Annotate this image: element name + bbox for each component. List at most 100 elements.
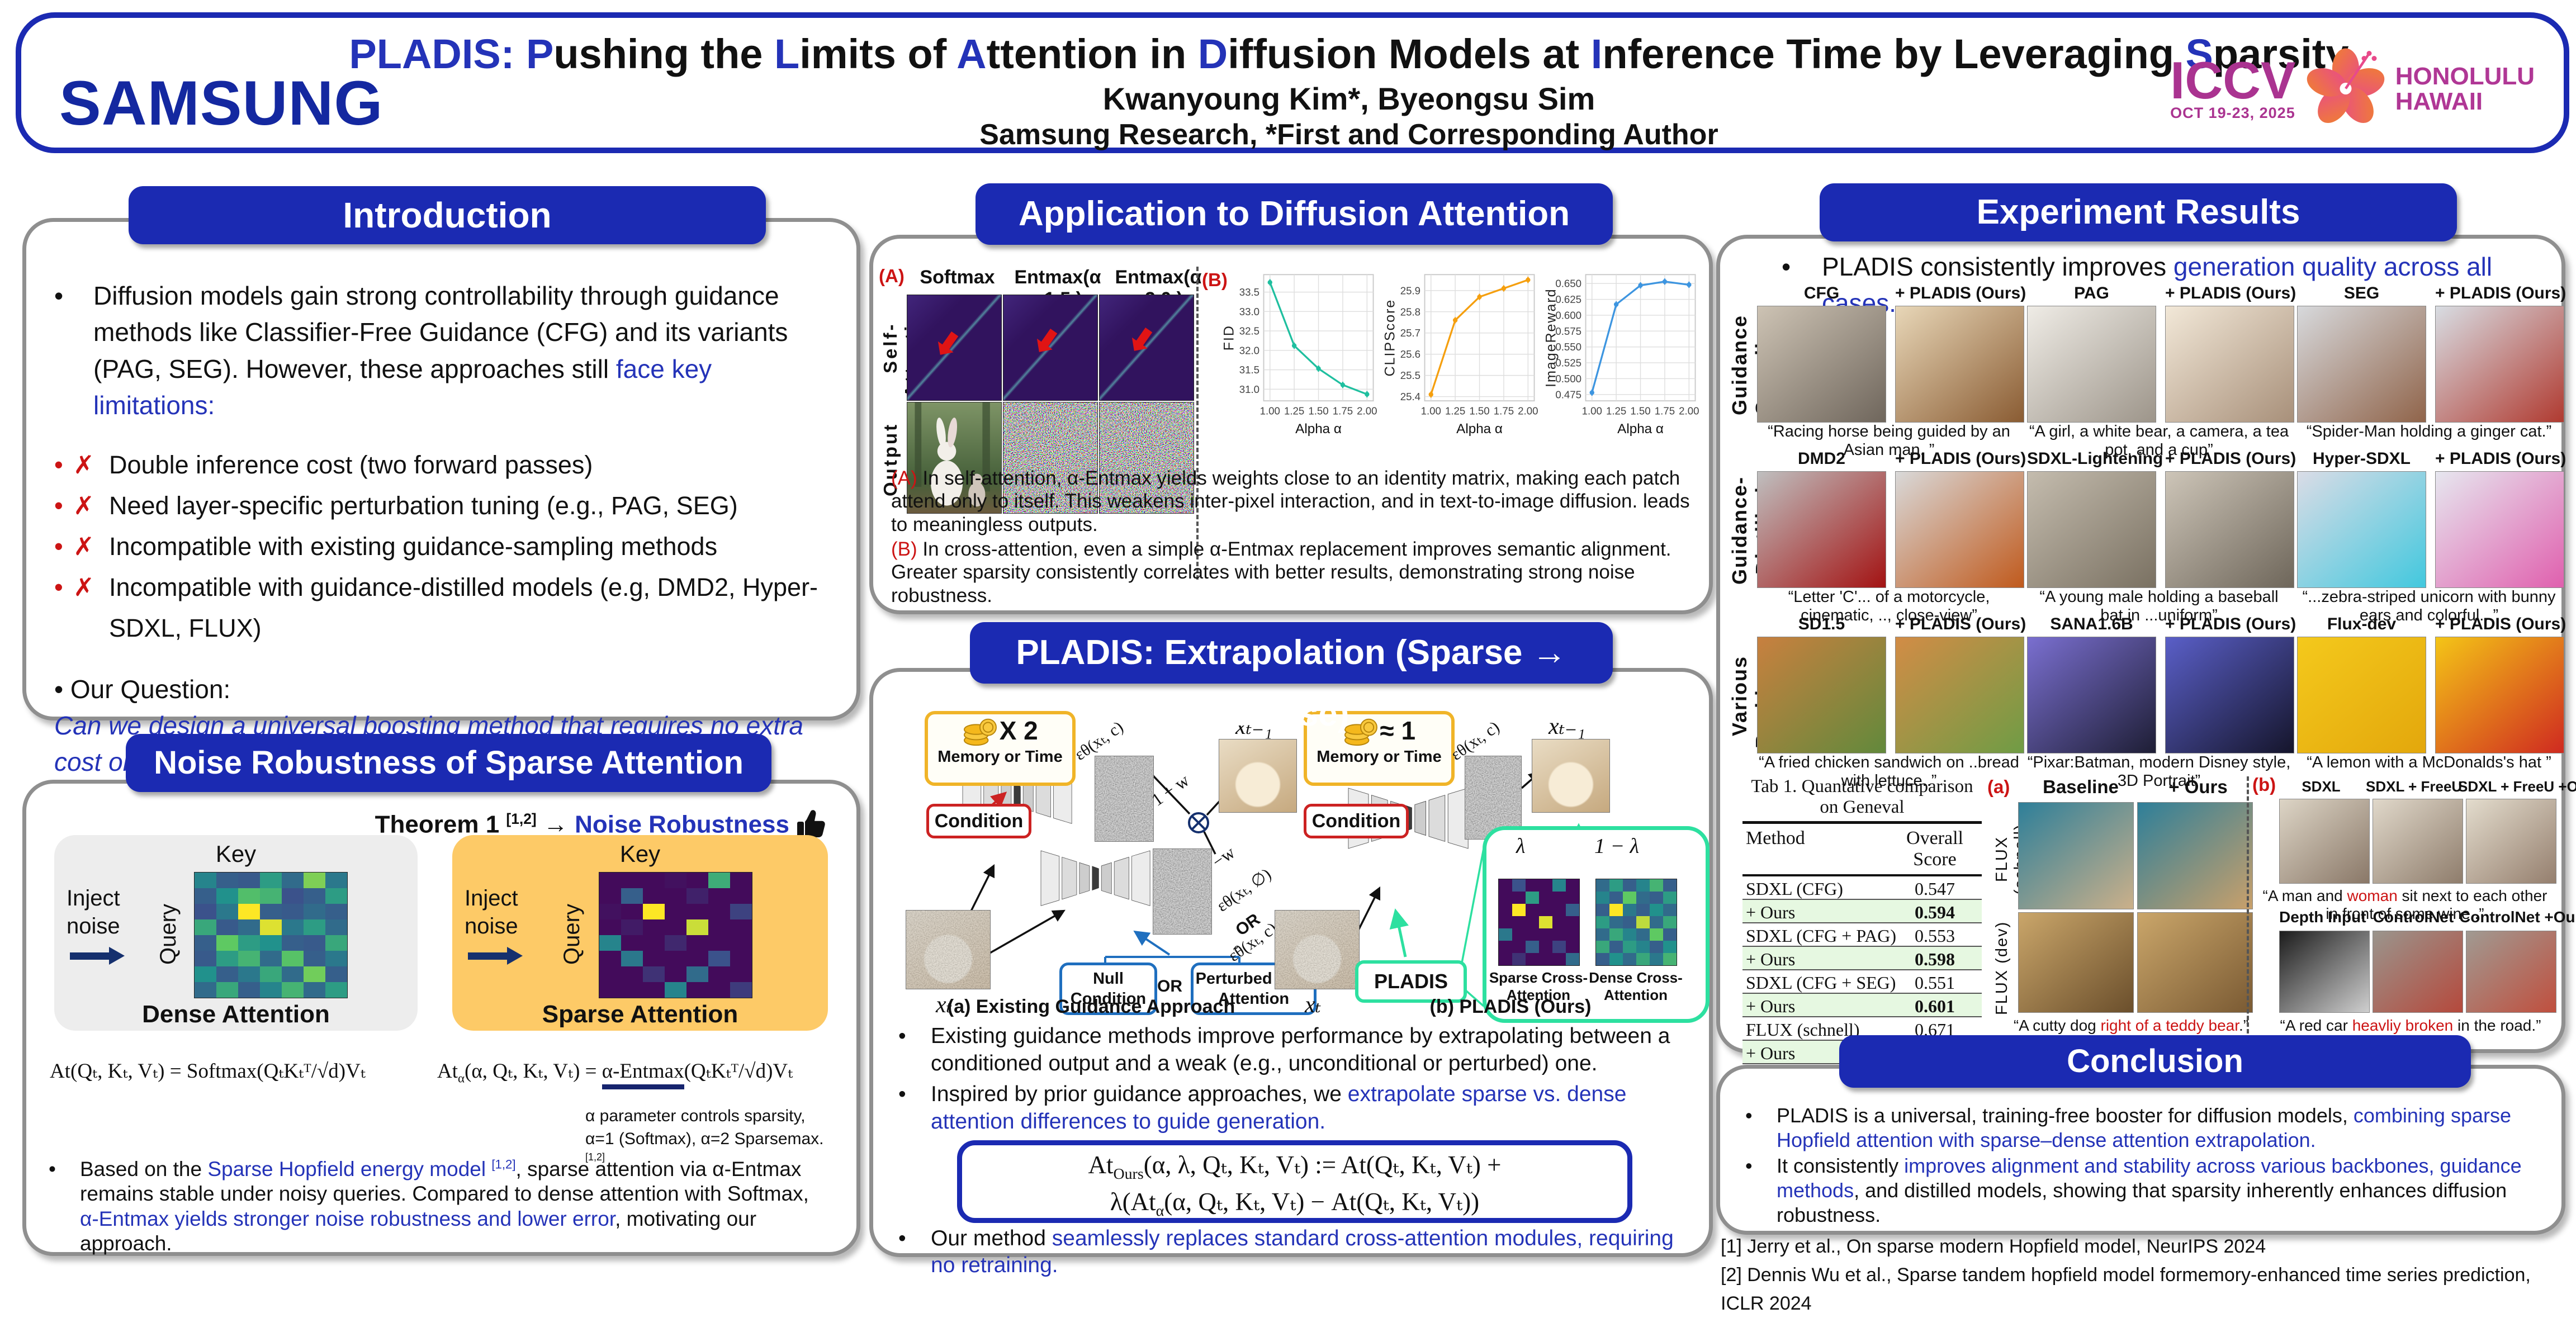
sparse-attention-caption: Sparse Attention — [542, 1001, 738, 1028]
result-image — [2027, 637, 2156, 753]
flux-dev-label: FLUX (dev) — [1993, 921, 2011, 1016]
svg-text:1.00: 1.00 — [1260, 405, 1280, 416]
model-label: PAG — [2074, 284, 2109, 302]
svg-text:1.75: 1.75 — [1655, 405, 1675, 416]
dense-formula: At(Qₜ, Kₜ, Vₜ) = Softmax(QₜKₜᵀ/√d)Vₜ — [50, 1060, 366, 1083]
result-image — [2027, 306, 2156, 423]
svg-text:31.5: 31.5 — [1239, 364, 1259, 376]
table-row: SDXL (CFG) 0.547 — [1742, 876, 1982, 900]
authors: Kwanyoung Kim*, Byeongsu Sim — [1102, 80, 1595, 116]
car-caption: “A red car heavliy broken in the road.” — [2280, 1017, 2541, 1034]
caption-b: (b) PLADIS (Ours) — [1429, 996, 1592, 1017]
group-side-label: Various Backbone — [1728, 643, 1774, 748]
result-image — [2165, 306, 2294, 423]
iccv-name: ICCV — [2170, 51, 2296, 110]
svg-text:0.575: 0.575 — [1555, 325, 1581, 337]
svg-text:2.00: 2.00 — [1357, 405, 1377, 416]
model-label: SD1.5 — [1798, 615, 1845, 633]
key-label: Key — [215, 841, 257, 867]
reference-item: [2] Dennis Wu et al., Sparse tandem hopf… — [1721, 1264, 2531, 1314]
bullet: • — [898, 1082, 906, 1106]
svg-text:32.0: 32.0 — [1239, 344, 1259, 356]
question-label: • Our Question: — [54, 674, 231, 704]
section-tab-pladis: PLADIS: Extrapolation (Sparse → Dense) — [970, 622, 1613, 733]
imagereward-chart: 0.475 0.500 0.525 0.550 0.575 0.600 0.625 0.650… — [1543, 274, 1699, 437]
xt1-label-right: xₜ₋₁ — [1549, 714, 1585, 739]
group-captions: “Letter 'C'... of a motorcycle, cinemati… — [1757, 588, 2567, 625]
prompt-caption: “Pixar:Batman, modern Disney style, 3D P… — [2027, 753, 2291, 790]
bullet: • — [54, 532, 63, 561]
model-label: CFG — [1803, 284, 1840, 302]
dense-cross-attention-heatmap — [1595, 879, 1677, 966]
noise-robustness-panel: Theorem 1 [1,2] → Noise Robustness Key I… — [22, 780, 860, 1256]
noise-overlay — [1275, 911, 1359, 989]
conclusion-bullet-1: • PLADIS is a universal, training-free b… — [1745, 1104, 2511, 1151]
svg-text:25.6: 25.6 — [1400, 348, 1420, 360]
bullet: • — [1782, 252, 1791, 281]
inject-noise-label: Inject noise — [465, 886, 518, 938]
condition-box-left: Condition — [926, 804, 1031, 838]
pladis-diagram: X 2 Memory or Time Condition xₜ₋₁ εθ(xₜ,… — [873, 704, 1710, 1023]
cross-icon: ✗ — [73, 572, 94, 601]
svg-text:0.500: 0.500 — [1555, 373, 1581, 385]
bullet: • — [54, 281, 64, 310]
prompt-caption: “A girl, a white bear, a camera, a tea p… — [2029, 423, 2289, 459]
model-label: + PLADIS (Ours) — [2165, 284, 2296, 302]
group-captions: “A fried chicken sandwich on ..bread wit… — [1757, 753, 2567, 791]
ours-header: + Ours — [2168, 776, 2228, 797]
dense-attention-caption: Dense Attention — [142, 1001, 330, 1028]
xt-label-left: xₜ — [936, 992, 952, 1018]
section-tab-application: Application to Diffusion Attention — [976, 183, 1613, 245]
experiment-column: Flux-dev — [2297, 613, 2426, 753]
svg-text:0.550: 0.550 — [1555, 341, 1581, 353]
flux-schnell-row — [2018, 802, 2253, 909]
result-image — [1757, 471, 1886, 588]
output-image-noise-1 — [1003, 402, 1098, 514]
arrow-annotation-icon — [1126, 324, 1157, 356]
experiment-column: SEG — [2297, 282, 2426, 423]
section-tab-experiment-results: Experiment Results — [1820, 183, 2457, 241]
noise-map-cond — [1095, 756, 1154, 842]
affiliation: Samsung Research, *First and Correspondi… — [979, 118, 1718, 151]
text-a: (A) In self-attention, α-Entmax yields w… — [891, 467, 1690, 535]
experiment-groups: Guidance Sampling CFG + PLADIS (Ours) PA… — [1720, 282, 2566, 790]
dense-attention-heatmap — [194, 872, 348, 998]
svg-text:32.5: 32.5 — [1239, 325, 1259, 337]
sdxl-freeu-header: SDXL + FreeU — [2366, 778, 2463, 795]
group-side-label: Guidance-Distilled — [1728, 476, 1774, 585]
result-image — [2297, 471, 2426, 588]
pladis-bullet-3: • Our method seamlessly replaces standar… — [898, 1225, 1684, 1278]
pladis-bullet-1: • Existing guidance methods improve perf… — [898, 1023, 1684, 1078]
svg-text:FID: FID — [1221, 325, 1237, 350]
svg-text:25.7: 25.7 — [1400, 327, 1420, 339]
result-image — [2466, 931, 2556, 1013]
table-title: Tab 1. Quantative comparison on Geneval — [1751, 776, 1973, 817]
xt-label-right: xₜ — [1305, 992, 1321, 1018]
cost-box-right: ≈ 1 Memory or Time — [1304, 711, 1455, 786]
sdxl-freeu-ours-header: SDXL + FreeU +Ours — [2458, 778, 2576, 795]
experiment-column: + PLADIS (Ours) — [2435, 282, 2566, 423]
result-image — [1895, 637, 2024, 753]
table-row: + Ours 0.594 — [1742, 900, 1982, 923]
model-label: DMD2 — [1797, 449, 1845, 468]
experiment-column: + PLADIS (Ours) — [2435, 448, 2566, 588]
limitation-item: • ✗ Double inference cost (two forward p… — [54, 445, 831, 486]
bullet: • — [49, 1158, 56, 1180]
svg-text:0.525: 0.525 — [1555, 357, 1581, 369]
table-row: + Ours 0.598 — [1742, 947, 1982, 970]
depth-input-header: Depth Input — [2279, 908, 2366, 926]
baseline-header: Baseline — [2043, 776, 2119, 797]
result-image — [1895, 306, 2024, 423]
one-minus-lambda-label: 1 − λ — [1594, 835, 1640, 858]
xt1-image-left — [1219, 739, 1297, 813]
section-tab-introduction: Introduction — [129, 186, 766, 244]
sdxl-header: SDXL — [2302, 778, 2341, 795]
output-image-rabbit — [907, 402, 1002, 514]
svg-text:Alpha α: Alpha α — [1295, 421, 1342, 437]
model-label: + PLADIS (Ours) — [2435, 615, 2566, 633]
limitation-item: • ✗ Incompatible with existing guidance-… — [54, 527, 831, 567]
intro-paragraph: • Diffusion models gain strong controlla… — [54, 278, 831, 424]
result-image — [2018, 802, 2134, 909]
conclusion-bullet-2: • It consistently improves alignment and… — [1745, 1154, 2522, 1226]
experiment-column: + PLADIS (Ours) — [2435, 613, 2566, 753]
